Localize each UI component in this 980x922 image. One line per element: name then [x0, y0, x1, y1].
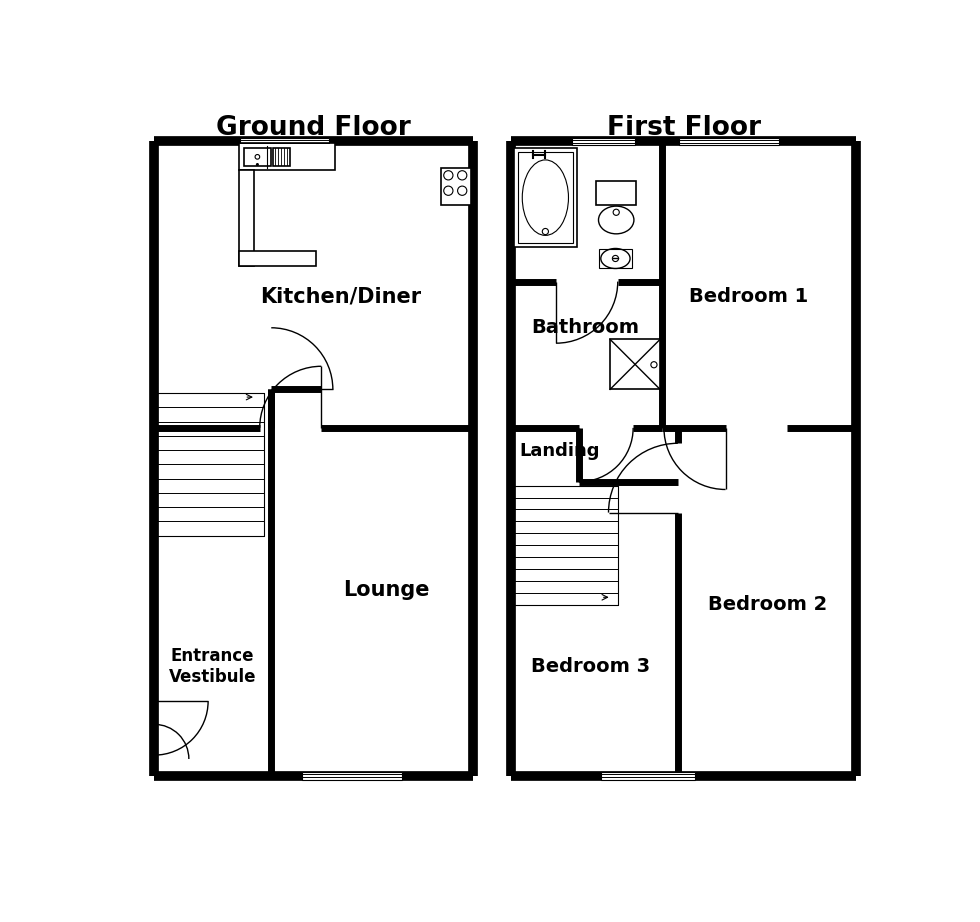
Text: Bedroom 2: Bedroom 2	[709, 596, 827, 614]
Bar	[517, 152, 573, 243]
Text: First Floor: First Floor	[607, 114, 761, 140]
Bar	[599, 249, 632, 267]
Circle shape	[256, 163, 259, 166]
Bar	[272, 148, 290, 166]
Bar	[571, 137, 635, 146]
Bar	[157, 393, 264, 536]
Bar	[239, 170, 255, 266]
Bar	[601, 772, 695, 780]
Text: Kitchen/Diner: Kitchen/Diner	[260, 287, 421, 307]
Bar	[514, 486, 617, 605]
Text: Ground Floor: Ground Floor	[217, 114, 411, 140]
Bar	[240, 137, 329, 146]
Text: Lounge: Lounge	[344, 580, 430, 599]
Bar	[239, 143, 335, 170]
Bar	[441, 168, 471, 205]
Text: Bedroom 3: Bedroom 3	[531, 657, 651, 676]
Text: Bathroom: Bathroom	[531, 318, 639, 337]
Bar	[244, 148, 271, 166]
Text: Bedroom 1: Bedroom 1	[689, 288, 808, 306]
Text: Entrance
Vestibule: Entrance Vestibule	[169, 647, 257, 686]
Bar	[679, 137, 779, 146]
Bar	[610, 339, 661, 389]
Bar	[239, 251, 316, 266]
Bar	[302, 772, 402, 780]
Text: Landing: Landing	[519, 442, 600, 460]
Bar	[596, 182, 636, 205]
Bar	[514, 148, 577, 247]
